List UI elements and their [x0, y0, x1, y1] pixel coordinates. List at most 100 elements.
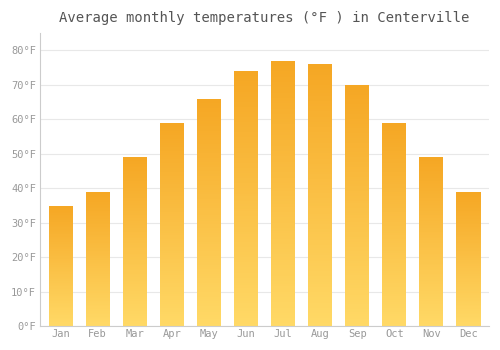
Bar	[160, 286, 184, 287]
Bar	[123, 210, 147, 211]
Bar	[86, 240, 110, 241]
Bar	[456, 208, 480, 209]
Bar	[160, 212, 184, 214]
Bar	[308, 185, 332, 187]
Bar	[123, 318, 147, 319]
Bar	[420, 233, 444, 235]
Bar	[345, 111, 370, 114]
Bar	[160, 239, 184, 241]
Bar	[86, 306, 110, 307]
Bar	[123, 265, 147, 267]
Bar	[271, 66, 295, 69]
Bar	[48, 253, 72, 254]
Bar	[456, 285, 480, 286]
Bar	[160, 208, 184, 210]
Bar	[197, 290, 221, 292]
Bar	[345, 249, 370, 251]
Bar	[123, 225, 147, 226]
Bar	[345, 309, 370, 312]
Bar	[382, 159, 406, 161]
Bar	[345, 208, 370, 210]
Bar	[382, 194, 406, 196]
Bar	[345, 295, 370, 297]
Bar	[308, 182, 332, 185]
Bar	[48, 298, 72, 300]
Bar	[48, 265, 72, 266]
Bar	[48, 220, 72, 221]
Bar	[160, 159, 184, 161]
Bar	[123, 243, 147, 245]
Bar	[234, 308, 258, 311]
Bar	[123, 272, 147, 274]
Bar	[271, 93, 295, 95]
Bar	[48, 322, 72, 324]
Bar	[308, 190, 332, 192]
Bar	[382, 184, 406, 186]
Bar	[382, 178, 406, 180]
Bar	[420, 201, 444, 203]
Bar	[345, 319, 370, 321]
Bar	[345, 121, 370, 124]
Bar	[345, 104, 370, 107]
Bar	[308, 226, 332, 229]
Bar	[456, 295, 480, 296]
Bar	[86, 302, 110, 303]
Bar	[86, 323, 110, 325]
Bar	[160, 161, 184, 163]
Bar	[456, 260, 480, 261]
Bar	[123, 193, 147, 194]
Bar	[234, 211, 258, 214]
Bar	[86, 197, 110, 198]
Bar	[420, 238, 444, 240]
Bar	[197, 278, 221, 281]
Bar	[86, 198, 110, 200]
Bar	[420, 210, 444, 211]
Bar	[345, 94, 370, 97]
Bar	[456, 302, 480, 303]
Bar	[271, 85, 295, 87]
Bar	[308, 297, 332, 300]
Bar	[456, 282, 480, 283]
Bar	[197, 274, 221, 276]
Bar	[308, 135, 332, 138]
Bar	[234, 255, 258, 257]
Bar	[271, 318, 295, 321]
Bar	[123, 252, 147, 253]
Bar	[197, 137, 221, 140]
Bar	[456, 272, 480, 274]
Bar	[197, 226, 221, 228]
Bar	[382, 182, 406, 184]
Bar	[456, 205, 480, 206]
Bar	[197, 112, 221, 114]
Bar	[420, 213, 444, 215]
Bar	[48, 250, 72, 251]
Bar	[48, 221, 72, 222]
Bar	[234, 194, 258, 196]
Bar	[456, 228, 480, 229]
Bar	[456, 322, 480, 323]
Bar	[420, 267, 444, 269]
Bar	[86, 233, 110, 235]
Bar	[48, 295, 72, 296]
Bar	[382, 304, 406, 306]
Bar	[271, 188, 295, 191]
Bar	[456, 227, 480, 228]
Bar	[234, 229, 258, 232]
Bar	[160, 139, 184, 141]
Bar	[234, 298, 258, 301]
Bar	[234, 323, 258, 326]
Bar	[456, 220, 480, 221]
Bar	[345, 157, 370, 160]
Bar	[160, 190, 184, 192]
Bar	[160, 166, 184, 168]
Bar	[420, 260, 444, 262]
Bar	[123, 280, 147, 282]
Bar	[345, 312, 370, 314]
Bar	[456, 301, 480, 302]
Bar	[234, 285, 258, 288]
Bar	[271, 177, 295, 180]
Bar	[308, 96, 332, 98]
Bar	[308, 83, 332, 85]
Bar	[160, 151, 184, 153]
Bar	[456, 211, 480, 212]
